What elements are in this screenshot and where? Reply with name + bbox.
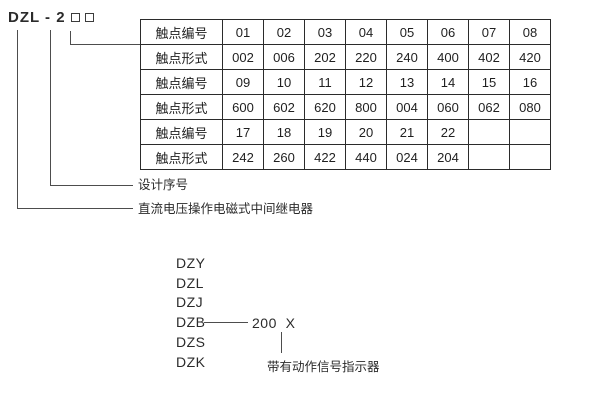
table-cell [509,119,551,145]
table-cell: 420 [509,44,551,70]
model-prefix: DZL - 2 [8,9,66,26]
table-row: 触点编号 09 10 11 12 13 14 15 16 [140,69,551,95]
row-label: 触点编号 [140,119,223,145]
model-digit-box-2 [84,13,94,22]
table-cell: 22 [427,119,469,145]
row-label: 触点编号 [140,19,223,45]
table-row: 触点形式 002 006 202 220 240 400 402 420 [140,44,551,70]
table-cell: 02 [263,19,305,45]
row-label: 触点形式 [140,94,223,120]
row-label: 触点编号 [140,69,223,95]
table-cell: 04 [345,19,387,45]
table-cell: 602 [263,94,305,120]
table-cell: 15 [468,69,510,95]
table-cell: 18 [263,119,305,145]
table-cell: 07 [468,19,510,45]
table-cell: 05 [386,19,428,45]
table-cell: 062 [468,94,510,120]
table-cell: 600 [222,94,264,120]
table-cell: 08 [509,19,551,45]
callout-line-relay-horizontal [17,208,133,209]
type-list-item: DZS [176,334,206,351]
type-list-item: DZY [176,254,206,271]
table-cell [468,119,510,145]
table-cell: 620 [304,94,346,120]
table-cell: 400 [427,44,469,70]
relay-type-list: DZY DZL DZJ DZB DZS DZK [176,253,206,372]
table-row: 触点形式 600 602 620 800 004 060 062 080 [140,94,551,120]
table-cell: 220 [345,44,387,70]
table-cell: 006 [263,44,305,70]
table-cell: 060 [427,94,469,120]
table-cell: 422 [304,144,346,170]
table-cell [509,144,551,170]
row-label: 触点形式 [140,144,223,170]
table-cell: 024 [386,144,428,170]
table-cell: 440 [345,144,387,170]
table-cell: 004 [386,94,428,120]
table-cell: 10 [263,69,305,95]
type-list-item: DZB [176,314,206,331]
table-cell: 01 [222,19,264,45]
table-cell: 240 [386,44,428,70]
suffix-note-connector-line [281,332,282,353]
table-cell: 080 [509,94,551,120]
table-cell: 17 [222,119,264,145]
table-cell: 11 [304,69,346,95]
table-cell: 202 [304,44,346,70]
indicator-note: 带有动作信号指示器 [267,360,380,374]
table-cell: 260 [263,144,305,170]
model-digit-box-1 [70,13,80,22]
type-list-item: DZL [176,274,204,291]
table-row: 触点编号 17 18 19 20 21 22 [140,119,551,145]
table-cell: 402 [468,44,510,70]
table-cell: 03 [304,19,346,45]
table-cell: 14 [427,69,469,95]
dzb-suffix-connector-line [204,322,248,323]
table-cell: 19 [304,119,346,145]
table-row: 触点编号 01 02 03 04 05 06 07 08 [140,19,551,45]
callout-line-serial-horizontal [50,185,133,186]
table-cell: 242 [222,144,264,170]
table-cell: 09 [222,69,264,95]
table-cell: 002 [222,44,264,70]
design-serial-label: 设计序号 [138,178,189,192]
table-cell [468,144,510,170]
table-cell: 21 [386,119,428,145]
contact-table: 触点编号 01 02 03 04 05 06 07 08 触点形式 002 006 202 220 240 4… [140,19,551,170]
type-list-item: DZK [176,353,206,370]
callout-line-boxes-vertical [70,31,71,44]
table-cell: 13 [386,69,428,95]
type-list-item: DZJ [176,294,204,311]
callout-line-relay-vertical [17,30,18,208]
table-cell: 204 [427,144,469,170]
callout-line-boxes-horizontal [70,44,140,45]
row-label: 触点形式 [140,44,223,70]
table-cell: 12 [345,69,387,95]
table-cell: 20 [345,119,387,145]
table-cell: 800 [345,94,387,120]
table-row: 触点形式 242 260 422 440 024 204 [140,144,551,170]
table-cell: 16 [509,69,551,95]
model-suffix: 200 X [252,315,296,331]
table-cell: 06 [427,19,469,45]
model-code: DZL - 2 [8,9,94,26]
relay-description-label: 直流电压操作电磁式中间继电器 [138,202,314,216]
callout-line-serial-vertical [50,30,51,185]
